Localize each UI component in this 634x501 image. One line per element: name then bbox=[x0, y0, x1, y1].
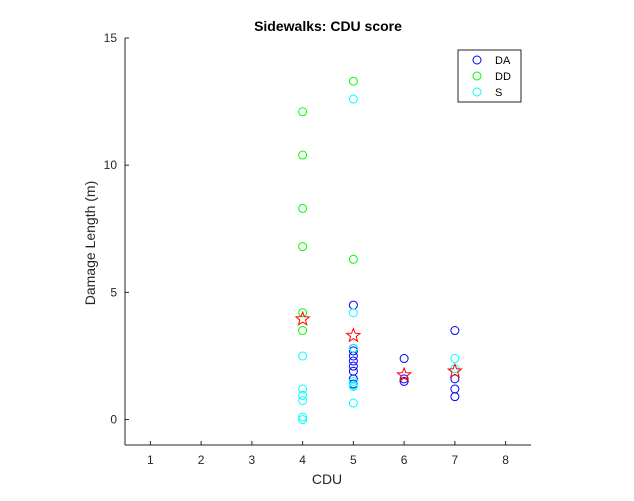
legend-marker bbox=[472, 71, 482, 81]
data-point bbox=[348, 376, 358, 386]
data-point bbox=[450, 326, 460, 336]
x-tick-label: 8 bbox=[502, 453, 509, 467]
x-tick-label: 7 bbox=[452, 453, 459, 467]
legend-entry: S bbox=[495, 87, 502, 99]
data-point bbox=[348, 308, 358, 318]
x-tick-label: 5 bbox=[350, 453, 357, 467]
data-point bbox=[298, 390, 308, 400]
data-marks bbox=[294, 76, 463, 425]
axes: 1 2 3 4 5 6 7 8 0 5 10 15 bbox=[104, 31, 531, 467]
star-marker bbox=[396, 366, 413, 382]
data-point bbox=[399, 376, 409, 386]
star-marker bbox=[294, 310, 311, 326]
chart-title: Sidewalks: CDU score bbox=[254, 18, 402, 34]
data-point bbox=[298, 351, 308, 361]
y-axis-label: Damage Length (m) bbox=[82, 181, 98, 306]
legend-marker bbox=[472, 55, 482, 65]
legend-marker bbox=[472, 87, 482, 97]
data-point bbox=[348, 346, 358, 356]
plot-area bbox=[125, 38, 531, 445]
x-tick-label: 3 bbox=[249, 453, 256, 467]
data-point bbox=[298, 326, 308, 336]
x-tick-label: 1 bbox=[147, 453, 154, 467]
legend: DA DD S bbox=[457, 49, 522, 103]
data-point bbox=[348, 398, 358, 408]
data-point bbox=[348, 381, 358, 391]
data-point bbox=[298, 395, 308, 405]
y-tick-label: 15 bbox=[104, 31, 118, 45]
data-point bbox=[298, 415, 308, 425]
legend-box bbox=[457, 49, 522, 103]
data-point bbox=[298, 150, 308, 160]
y-tick-label: 0 bbox=[110, 413, 117, 427]
x-tick-label: 6 bbox=[401, 453, 408, 467]
series-mean bbox=[294, 310, 463, 382]
data-point bbox=[298, 308, 308, 318]
series-dd bbox=[298, 76, 358, 336]
data-point bbox=[298, 384, 308, 394]
data-point bbox=[348, 94, 358, 104]
series-s bbox=[298, 94, 460, 425]
data-point bbox=[298, 242, 308, 252]
data-point bbox=[298, 203, 308, 213]
y-tick-label: 10 bbox=[104, 158, 118, 172]
data-point bbox=[348, 356, 358, 366]
plot-background bbox=[125, 38, 531, 445]
data-point bbox=[450, 354, 460, 364]
data-point bbox=[348, 76, 358, 86]
data-point bbox=[450, 392, 460, 402]
x-tick-label: 4 bbox=[299, 453, 306, 467]
legend-entry: DA bbox=[495, 55, 511, 67]
data-point bbox=[298, 412, 308, 422]
data-point bbox=[348, 343, 358, 353]
x-axis-label: CDU bbox=[312, 471, 342, 487]
data-point bbox=[348, 361, 358, 371]
x-tick-label: 2 bbox=[198, 453, 205, 467]
star-marker bbox=[446, 362, 463, 379]
data-point bbox=[348, 254, 358, 264]
data-point bbox=[399, 354, 409, 364]
y-tick-label: 5 bbox=[110, 285, 117, 299]
star-marker bbox=[345, 327, 362, 343]
data-point bbox=[450, 374, 460, 384]
data-point bbox=[298, 107, 308, 117]
legend-entry: DD bbox=[495, 71, 511, 83]
